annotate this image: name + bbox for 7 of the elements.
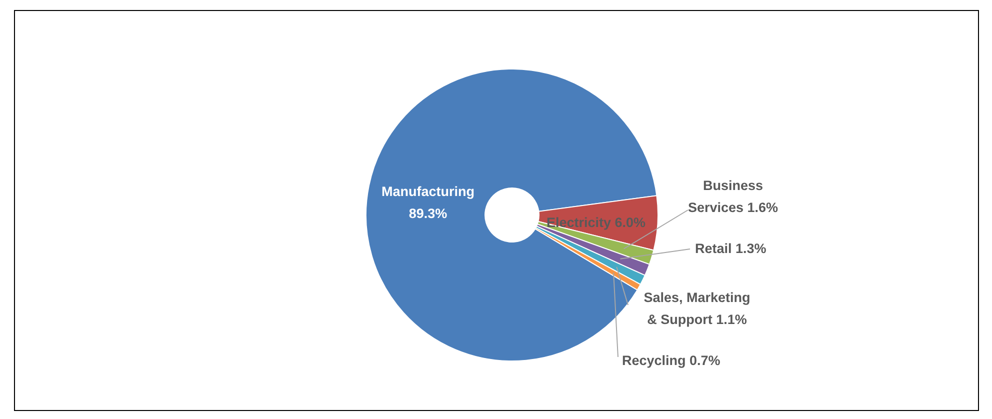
slice-label: Business Services 1.6% [688,178,778,215]
slice-label: Retail 1.3% [695,241,766,256]
slice-label: Sales, Marketing & Support 1.1% [644,290,750,327]
slice-label: Manufacturing [382,184,474,199]
data-label: 89.3% [408,206,448,221]
slice-label: Recycling 0.7% [622,353,720,368]
slice-label: Electricity 6.0% [546,215,646,230]
